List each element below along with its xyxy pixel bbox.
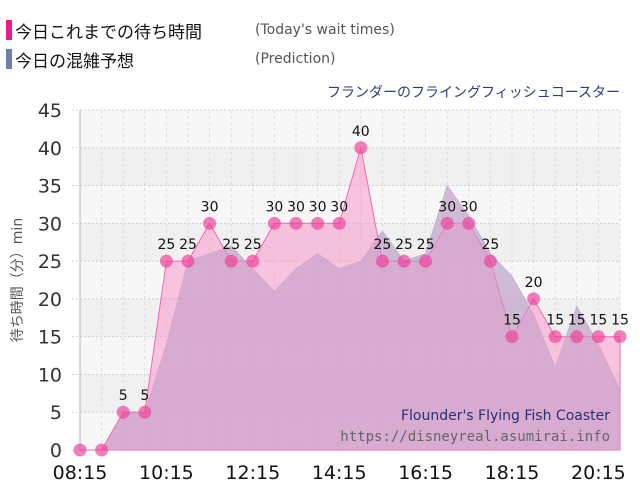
svg-text:15: 15 [589,313,607,329]
svg-text:15: 15 [503,313,521,329]
svg-text:16:15: 16:15 [398,462,453,484]
svg-text:0: 0 [50,440,62,462]
attraction-title: フランダーのフライングフィッシュコースター [327,85,620,101]
svg-text:20:15: 20:15 [571,462,626,484]
svg-text:25: 25 [373,237,391,253]
svg-text:20: 20 [38,289,62,311]
svg-text:5: 5 [140,388,149,404]
svg-text:14:15: 14:15 [312,462,367,484]
svg-text:20: 20 [525,275,543,291]
legend-label-prediction: 今日の混雑予想 [15,51,134,72]
watermark-name: Flounder's Flying Fish Coaster [401,408,610,424]
svg-text:12:15: 12:15 [225,462,280,484]
svg-text:30: 30 [201,199,219,215]
svg-text:30: 30 [460,199,478,215]
svg-text:25: 25 [395,237,413,253]
svg-text:30: 30 [330,199,348,215]
svg-text:15: 15 [546,313,564,329]
svg-text:35: 35 [38,176,62,198]
y-axis: 0 5 10 15 20 25 30 35 40 45 [38,100,62,462]
svg-text:25: 25 [179,237,197,253]
svg-text:40: 40 [38,138,62,160]
svg-text:25: 25 [481,237,499,253]
legend-swatch-prediction [6,49,12,69]
svg-text:40: 40 [352,124,370,140]
svg-text:30: 30 [438,199,456,215]
svg-text:30: 30 [38,213,62,235]
legend-actual: 今日これまでの待ち時間 (Today's wait times) [6,19,395,43]
legend-sub-actual: (Today's wait times) [255,22,395,38]
svg-text:15: 15 [611,313,629,329]
legend-prediction: 今日の混雑予想 (Prediction) [6,48,336,72]
svg-text:18:15: 18:15 [485,462,540,484]
svg-text:10: 10 [38,364,62,386]
legend-swatch-actual [6,20,12,40]
svg-text:45: 45 [38,100,62,122]
svg-text:15: 15 [38,327,62,349]
svg-text:5: 5 [119,388,128,404]
svg-text:25: 25 [417,237,435,253]
legend-sub-prediction: (Prediction) [255,51,336,67]
svg-text:08:15: 08:15 [53,462,108,484]
svg-text:30: 30 [309,199,327,215]
prediction-overlay [80,185,620,450]
svg-text:30: 30 [265,199,283,215]
y-axis-label: 待ち時間（分）min [10,218,26,342]
svg-text:5: 5 [50,402,62,424]
svg-text:25: 25 [38,251,62,273]
data-points [73,141,627,457]
svg-text:30: 30 [287,199,305,215]
svg-text:25: 25 [222,237,240,253]
legend-label-actual: 今日これまでの待ち時間 [15,22,202,43]
x-axis: 08:15 10:15 12:15 14:15 16:15 18:15 20:15 [53,462,626,484]
watermark-url: https://disneyreal.asumirai.info [340,429,610,445]
svg-text:15: 15 [568,313,586,329]
svg-text:25: 25 [157,237,175,253]
svg-text:25: 25 [244,237,262,253]
svg-text:10:15: 10:15 [139,462,194,484]
